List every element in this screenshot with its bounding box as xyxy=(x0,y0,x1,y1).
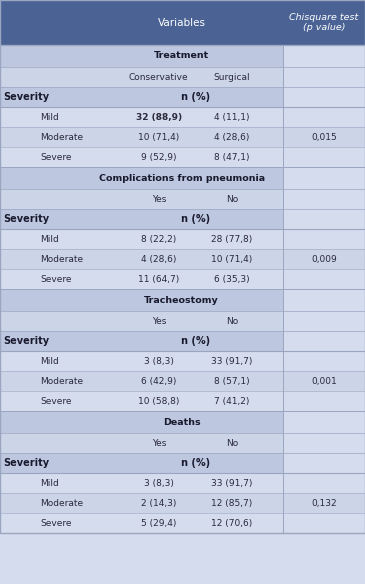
Text: Conservative: Conservative xyxy=(129,72,189,82)
Text: 10 (58,8): 10 (58,8) xyxy=(138,397,180,405)
Text: n (%): n (%) xyxy=(181,214,210,224)
Bar xyxy=(0,107,365,127)
Bar xyxy=(0,351,365,371)
Bar xyxy=(0,433,283,453)
Bar xyxy=(283,411,365,433)
Text: Treatment: Treatment xyxy=(154,51,209,61)
Bar xyxy=(283,453,365,473)
Bar xyxy=(0,167,283,189)
Text: 12 (85,7): 12 (85,7) xyxy=(211,499,253,507)
Text: Moderate: Moderate xyxy=(40,133,83,141)
Bar xyxy=(283,87,365,107)
Text: 8 (57,1): 8 (57,1) xyxy=(214,377,250,385)
Bar xyxy=(283,331,365,351)
Text: 28 (77,8): 28 (77,8) xyxy=(211,235,253,244)
Bar xyxy=(0,269,365,289)
Text: Severity: Severity xyxy=(4,92,50,102)
Bar xyxy=(0,249,365,269)
Bar xyxy=(283,189,365,209)
Bar xyxy=(0,513,365,533)
Bar xyxy=(0,493,365,513)
Text: 12 (70,6): 12 (70,6) xyxy=(211,519,253,527)
Text: Yes: Yes xyxy=(151,439,166,447)
Text: Tracheostomy: Tracheostomy xyxy=(144,296,219,304)
Text: 0,009: 0,009 xyxy=(311,255,337,263)
Text: 10 (71,4): 10 (71,4) xyxy=(211,255,253,263)
Bar xyxy=(0,127,365,147)
Text: 10 (71,4): 10 (71,4) xyxy=(138,133,180,141)
Text: Severe: Severe xyxy=(40,152,72,162)
Text: 8 (47,1): 8 (47,1) xyxy=(214,152,250,162)
Text: Complications from pneumonia: Complications from pneumonia xyxy=(99,173,265,183)
Bar xyxy=(283,289,365,311)
Text: No: No xyxy=(226,194,238,203)
Bar xyxy=(283,167,365,189)
Text: n (%): n (%) xyxy=(181,92,210,102)
Text: n (%): n (%) xyxy=(181,336,210,346)
Text: Yes: Yes xyxy=(151,317,166,325)
Bar xyxy=(0,453,283,473)
Text: Severe: Severe xyxy=(40,519,72,527)
Text: No: No xyxy=(226,439,238,447)
Bar xyxy=(0,87,283,107)
Text: Mild: Mild xyxy=(40,356,59,366)
Text: 6 (35,3): 6 (35,3) xyxy=(214,274,250,283)
Text: No: No xyxy=(226,317,238,325)
Text: Moderate: Moderate xyxy=(40,255,83,263)
Bar xyxy=(0,391,365,411)
Text: Severity: Severity xyxy=(4,214,50,224)
Text: Severe: Severe xyxy=(40,274,72,283)
Text: Yes: Yes xyxy=(151,194,166,203)
Text: 6 (42,9): 6 (42,9) xyxy=(141,377,176,385)
Text: Chisquare test
(p value): Chisquare test (p value) xyxy=(289,13,359,32)
Bar xyxy=(283,45,365,67)
Text: Variables: Variables xyxy=(158,18,205,27)
Text: 3 (8,3): 3 (8,3) xyxy=(144,356,174,366)
Text: Mild: Mild xyxy=(40,478,59,488)
Text: 9 (52,9): 9 (52,9) xyxy=(141,152,177,162)
Text: 0,015: 0,015 xyxy=(311,133,337,141)
Bar xyxy=(283,209,365,229)
Text: 5 (29,4): 5 (29,4) xyxy=(141,519,176,527)
Bar xyxy=(0,289,283,311)
Bar xyxy=(0,209,283,229)
Bar xyxy=(0,311,283,331)
Text: 33 (91,7): 33 (91,7) xyxy=(211,478,253,488)
Text: Deaths: Deaths xyxy=(163,418,200,426)
Bar xyxy=(0,229,365,249)
Bar xyxy=(0,0,365,45)
Bar xyxy=(0,331,283,351)
Text: Mild: Mild xyxy=(40,235,59,244)
Text: 8 (22,2): 8 (22,2) xyxy=(141,235,176,244)
Bar xyxy=(283,433,365,453)
Text: 33 (91,7): 33 (91,7) xyxy=(211,356,253,366)
Text: 11 (64,7): 11 (64,7) xyxy=(138,274,180,283)
Text: Severity: Severity xyxy=(4,458,50,468)
Bar xyxy=(0,473,365,493)
Text: 0,132: 0,132 xyxy=(311,499,337,507)
Text: 4 (11,1): 4 (11,1) xyxy=(214,113,250,121)
Text: Surgical: Surgical xyxy=(214,72,250,82)
Bar xyxy=(0,147,365,167)
Text: 3 (8,3): 3 (8,3) xyxy=(144,478,174,488)
Bar xyxy=(283,311,365,331)
Text: 32 (88,9): 32 (88,9) xyxy=(136,113,182,121)
Text: 2 (14,3): 2 (14,3) xyxy=(141,499,176,507)
Text: n (%): n (%) xyxy=(181,458,210,468)
Text: 0,001: 0,001 xyxy=(311,377,337,385)
Text: 7 (41,2): 7 (41,2) xyxy=(214,397,249,405)
Text: Moderate: Moderate xyxy=(40,499,83,507)
Text: Severity: Severity xyxy=(4,336,50,346)
Bar xyxy=(0,45,283,67)
Text: 4 (28,6): 4 (28,6) xyxy=(141,255,176,263)
Bar xyxy=(0,371,365,391)
Bar xyxy=(0,67,283,87)
Text: Moderate: Moderate xyxy=(40,377,83,385)
Bar xyxy=(0,189,283,209)
Text: 4 (28,6): 4 (28,6) xyxy=(214,133,249,141)
Bar xyxy=(0,411,283,433)
Text: Mild: Mild xyxy=(40,113,59,121)
Bar xyxy=(283,67,365,87)
Text: Severe: Severe xyxy=(40,397,72,405)
